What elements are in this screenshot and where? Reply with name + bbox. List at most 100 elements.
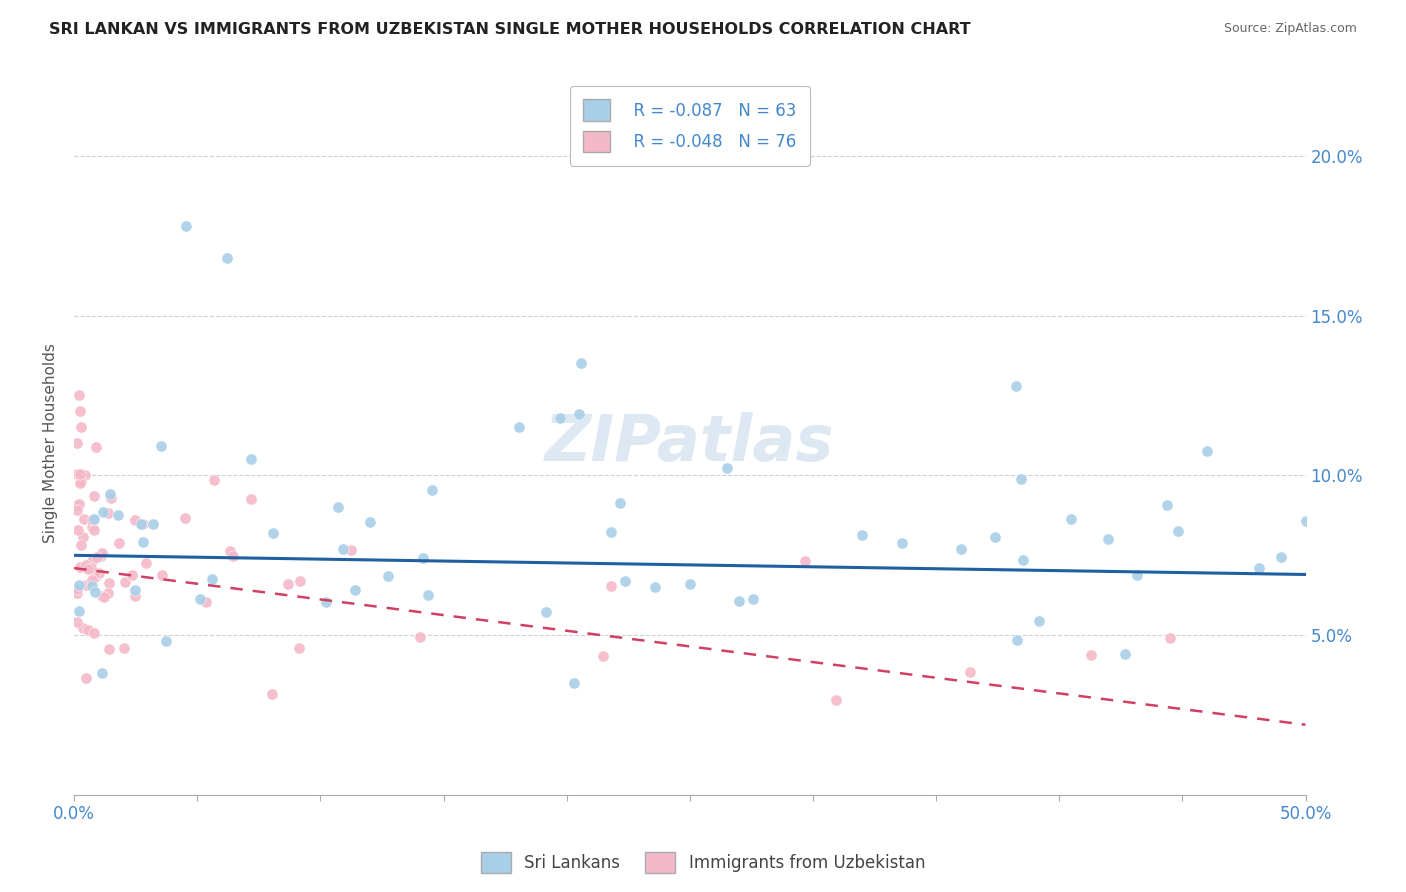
Point (1005, 379, 1028, 393)
Point (176, 219, 198, 233)
Point (121, 568, 143, 582)
Point (679, 577, 702, 591)
Point (84, 566, 107, 580)
Point (83, 512, 105, 526)
Point (80, 520, 103, 534)
Text: ZIPatlas: ZIPatlas (546, 412, 835, 475)
Point (343, 583, 366, 598)
Point (97, 642, 120, 657)
Legend:   R = -0.087   N = 63,   R = -0.048   N = 76: R = -0.087 N = 63, R = -0.048 N = 76 (569, 86, 810, 166)
Point (1080, 648, 1102, 663)
Point (422, 483, 444, 497)
Point (592, 649, 614, 664)
Point (132, 535, 155, 549)
Point (332, 541, 354, 556)
Point (728, 594, 751, 608)
Point (124, 513, 146, 527)
Point (569, 357, 592, 371)
Point (65, 582, 87, 597)
Point (418, 588, 440, 602)
Point (359, 515, 381, 529)
Point (716, 461, 738, 475)
Point (65, 498, 87, 512)
Legend: Sri Lankans, Immigrants from Uzbekistan: Sri Lankans, Immigrants from Uzbekistan (474, 846, 932, 880)
Point (959, 665, 981, 680)
Point (562, 676, 585, 690)
Point (91, 546, 114, 560)
Point (288, 641, 311, 656)
Point (825, 693, 848, 707)
Point (124, 589, 146, 603)
Point (67, 577, 90, 591)
Point (599, 579, 621, 593)
Point (315, 595, 337, 609)
Point (195, 595, 218, 609)
Point (599, 525, 621, 540)
Point (69, 467, 91, 481)
Text: Source: ZipAtlas.com: Source: ZipAtlas.com (1223, 22, 1357, 36)
Point (77, 562, 100, 576)
Point (217, 251, 239, 265)
Point (949, 542, 972, 557)
Point (80, 561, 103, 575)
Point (69, 404, 91, 418)
Point (742, 592, 765, 607)
Point (201, 573, 224, 587)
Point (69, 560, 91, 574)
Point (107, 508, 129, 522)
Point (1249, 561, 1271, 575)
Point (239, 491, 262, 506)
Point (75, 558, 97, 573)
Point (984, 530, 1007, 544)
Point (260, 687, 283, 701)
Point (73, 468, 96, 483)
Point (124, 582, 146, 597)
Point (67, 388, 90, 402)
Point (69, 538, 91, 552)
Point (67, 524, 90, 538)
Point (1097, 532, 1119, 546)
Point (90, 549, 112, 564)
Point (240, 451, 263, 466)
Point (67, 604, 90, 618)
Point (890, 535, 912, 549)
Point (222, 549, 245, 564)
Point (1195, 444, 1218, 458)
Point (326, 500, 349, 514)
Point (534, 606, 557, 620)
Point (107, 536, 129, 550)
Point (65, 586, 87, 600)
Point (1012, 553, 1035, 567)
Point (83, 523, 105, 537)
Point (114, 575, 136, 590)
Point (548, 410, 571, 425)
Point (87, 566, 110, 580)
Point (83, 625, 105, 640)
Point (262, 525, 284, 540)
Point (142, 517, 165, 532)
Point (84, 585, 107, 599)
Point (97, 586, 120, 600)
Point (67, 497, 90, 511)
Point (277, 577, 299, 591)
Point (66, 615, 89, 630)
Point (613, 574, 636, 588)
Point (69, 475, 91, 490)
Point (72, 511, 94, 525)
Point (1270, 550, 1292, 565)
Point (65, 467, 87, 481)
Point (83, 489, 105, 503)
Point (83, 570, 105, 584)
Point (66, 436, 89, 450)
Point (188, 592, 211, 607)
Point (1159, 631, 1181, 645)
Point (150, 567, 173, 582)
Point (1156, 498, 1178, 512)
Point (1295, 515, 1317, 529)
Point (409, 630, 432, 644)
Point (80, 573, 103, 587)
Point (98, 487, 121, 501)
Point (851, 528, 873, 542)
Point (112, 640, 135, 655)
Point (90, 665, 112, 680)
